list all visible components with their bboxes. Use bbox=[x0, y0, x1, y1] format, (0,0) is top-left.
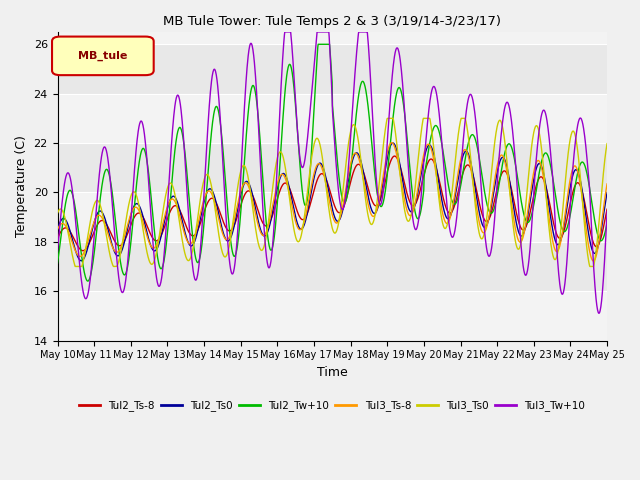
Tul3_Ts-8 bbox=[287, 197, 294, 203]
Tul3_Ts0 bbox=[72, 264, 79, 269]
Tul2_Ts-8 bbox=[367, 194, 374, 200]
Tul3_Ts-8 bbox=[118, 240, 126, 246]
Tul3_Ts0 bbox=[383, 116, 391, 121]
Tul3_Ts-8 bbox=[298, 225, 306, 231]
Y-axis label: Temperature (C): Temperature (C) bbox=[15, 135, 28, 237]
Bar bbox=[58, 20, 607, 44]
Line: Tul3_Ts-8: Tul3_Ts-8 bbox=[58, 143, 607, 261]
Tul2_Ts0 bbox=[119, 245, 127, 251]
Tul3_Ts0 bbox=[119, 238, 127, 243]
Bar bbox=[58, 192, 607, 242]
Tul2_Ts-8 bbox=[390, 153, 398, 159]
Line: Tul2_Ts0: Tul2_Ts0 bbox=[58, 143, 607, 261]
Tul2_Ts0 bbox=[54, 227, 61, 232]
Tul3_Ts0 bbox=[367, 221, 374, 227]
Tul3_Tw+10 bbox=[287, 33, 295, 39]
X-axis label: Time: Time bbox=[317, 366, 348, 379]
Tul2_Ts0 bbox=[388, 140, 396, 146]
Tul2_Ts0 bbox=[367, 204, 374, 210]
Tul3_Ts0 bbox=[97, 203, 104, 209]
Tul2_Ts-8 bbox=[287, 189, 295, 195]
Tul3_Tw+10 bbox=[367, 78, 374, 84]
Tul2_Ts-8 bbox=[79, 248, 86, 253]
Tul3_Tw+10 bbox=[299, 165, 307, 170]
Tul3_Tw+10 bbox=[96, 165, 104, 170]
Tul2_Ts-8 bbox=[119, 240, 127, 246]
Tul2_Tw+10 bbox=[119, 270, 127, 276]
Tul3_Ts-8 bbox=[96, 213, 104, 218]
Tul2_Ts0 bbox=[604, 190, 611, 195]
Tul2_Tw+10 bbox=[604, 220, 611, 226]
Tul3_Tw+10 bbox=[604, 209, 611, 215]
Tul2_Ts-8 bbox=[308, 194, 316, 200]
Bar bbox=[58, 291, 607, 340]
FancyBboxPatch shape bbox=[52, 36, 154, 75]
Line: Tul2_Tw+10: Tul2_Tw+10 bbox=[58, 44, 607, 281]
Tul3_Tw+10 bbox=[281, 29, 289, 35]
Bar bbox=[58, 94, 607, 143]
Tul3_Tw+10 bbox=[54, 248, 61, 254]
Tul3_Tw+10 bbox=[595, 311, 603, 316]
Tul2_Ts0 bbox=[308, 184, 316, 190]
Tul3_Ts-8 bbox=[388, 140, 396, 145]
Line: Tul2_Ts-8: Tul2_Ts-8 bbox=[58, 156, 607, 251]
Tul3_Ts0 bbox=[308, 150, 316, 156]
Text: MB_tule: MB_tule bbox=[79, 51, 128, 61]
Tul2_Ts0 bbox=[287, 193, 295, 199]
Tul2_Ts-8 bbox=[54, 235, 61, 241]
Tul2_Tw+10 bbox=[287, 64, 295, 70]
Tul2_Ts-8 bbox=[299, 217, 307, 223]
Tul2_Ts0 bbox=[97, 208, 104, 214]
Tul2_Tw+10 bbox=[367, 132, 375, 137]
Legend: Tul2_Ts-8, Tul2_Ts0, Tul2_Tw+10, Tul3_Ts-8, Tul3_Ts0, Tul3_Tw+10: Tul2_Ts-8, Tul2_Ts0, Tul2_Tw+10, Tul3_Ts… bbox=[75, 396, 589, 416]
Tul3_Ts-8 bbox=[589, 258, 597, 264]
Tul2_Ts0 bbox=[299, 226, 307, 231]
Title: MB Tule Tower: Tule Temps 2 & 3 (3/19/14-3/23/17): MB Tule Tower: Tule Temps 2 & 3 (3/19/14… bbox=[163, 15, 501, 28]
Line: Tul3_Ts0: Tul3_Ts0 bbox=[58, 119, 607, 266]
Tul2_Tw+10 bbox=[299, 190, 307, 195]
Tul2_Tw+10 bbox=[54, 260, 61, 266]
Tul3_Ts-8 bbox=[604, 181, 611, 187]
Tul2_Tw+10 bbox=[314, 41, 322, 47]
Tul3_Tw+10 bbox=[308, 84, 316, 89]
Tul3_Ts0 bbox=[604, 141, 611, 146]
Tul3_Ts-8 bbox=[308, 180, 316, 186]
Tul2_Ts-8 bbox=[604, 206, 611, 212]
Tul3_Ts-8 bbox=[54, 227, 61, 232]
Tul2_Ts-8 bbox=[97, 218, 104, 224]
Tul2_Tw+10 bbox=[308, 135, 316, 141]
Tul3_Ts0 bbox=[299, 227, 307, 233]
Tul3_Ts0 bbox=[287, 207, 295, 213]
Tul3_Ts-8 bbox=[366, 209, 374, 215]
Tul2_Tw+10 bbox=[84, 278, 92, 284]
Tul3_Tw+10 bbox=[118, 289, 126, 295]
Line: Tul3_Tw+10: Tul3_Tw+10 bbox=[58, 32, 607, 313]
Tul3_Ts0 bbox=[54, 210, 61, 216]
Tul2_Tw+10 bbox=[97, 194, 104, 200]
Tul2_Ts0 bbox=[77, 258, 85, 264]
